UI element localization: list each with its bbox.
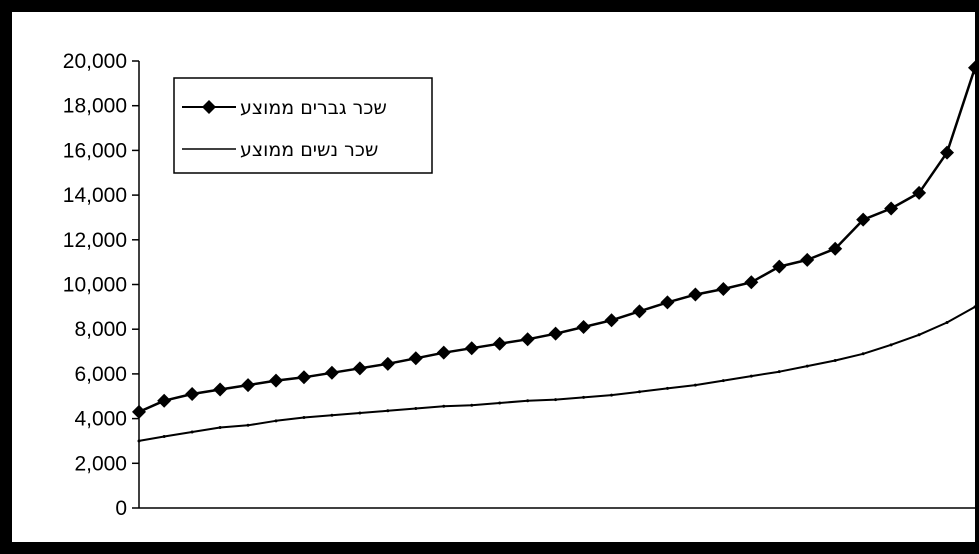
y-tick-label: 20,000 [63, 50, 127, 73]
data-point [470, 403, 474, 407]
y-tick-label: 18,000 [63, 95, 127, 118]
data-point [526, 399, 530, 403]
data-point [576, 319, 591, 334]
data-point [610, 393, 614, 397]
data-point [749, 374, 753, 378]
data-point [296, 370, 311, 385]
data-point [190, 430, 194, 434]
legend-label-women: שכר נשים ממוצע [240, 139, 378, 161]
y-tick-label: 8,000 [74, 318, 127, 341]
data-point [777, 370, 781, 374]
data-point [162, 434, 166, 438]
data-point [386, 409, 390, 413]
data-point [274, 419, 278, 423]
data-point [973, 305, 977, 309]
data-point [660, 295, 675, 310]
series-men [132, 60, 979, 419]
data-point [968, 60, 979, 75]
data-point [833, 358, 837, 362]
data-point [637, 390, 641, 394]
data-point [582, 395, 586, 399]
data-point [414, 407, 418, 411]
data-point [945, 320, 949, 324]
y-tick-label: 14,000 [63, 184, 127, 207]
y-axis: 0 2,000 4,000 6,000 8,000 10,000 12,000 14,000 1… [63, 50, 975, 520]
data-point [358, 411, 362, 415]
y-tick-label: 16,000 [63, 139, 127, 162]
data-point [218, 426, 222, 430]
y-tick-label: 12,000 [63, 229, 127, 252]
data-point [352, 361, 367, 376]
data-point [721, 379, 725, 383]
data-point [665, 386, 669, 390]
data-point [442, 404, 446, 408]
data-point [302, 415, 306, 419]
series-women [137, 305, 977, 443]
data-point [940, 145, 955, 160]
data-point [548, 326, 563, 341]
data-point [805, 364, 809, 368]
data-point [137, 439, 141, 443]
data-point [324, 365, 339, 380]
data-point [604, 313, 619, 328]
y-tick-label: 6,000 [74, 363, 127, 386]
data-point [554, 398, 558, 402]
data-point [912, 185, 927, 200]
legend-marker-men [202, 100, 216, 114]
data-point [889, 343, 893, 347]
data-point [408, 351, 423, 366]
data-point [157, 393, 172, 408]
data-point [688, 287, 703, 302]
y-tick-label: 0 [115, 497, 127, 520]
legend: שכר גברים ממוצע שכר נשים ממוצע [173, 77, 433, 174]
data-point [520, 332, 535, 347]
data-point [856, 212, 871, 227]
data-point [861, 352, 865, 356]
data-point [693, 383, 697, 387]
data-point [185, 387, 200, 402]
data-point [380, 356, 395, 371]
data-point [917, 333, 921, 337]
y-tick-label: 10,000 [63, 274, 127, 297]
data-point [246, 423, 250, 427]
data-point [132, 404, 146, 419]
data-point [330, 413, 334, 417]
data-point [241, 378, 256, 393]
y-tick-label: 4,000 [74, 408, 127, 431]
y-tick-label: 2,000 [74, 452, 127, 475]
data-point [716, 281, 731, 296]
data-point [800, 252, 815, 267]
series-line [138, 306, 976, 442]
data-point [492, 336, 507, 351]
data-point [828, 241, 843, 256]
legend-label-men: שכר גברים ממוצע [240, 97, 387, 119]
data-point [464, 341, 479, 356]
data-point [884, 201, 899, 216]
data-point [772, 259, 787, 274]
series-layer [132, 60, 979, 443]
data-point [269, 373, 284, 388]
data-point [498, 401, 502, 405]
data-point [436, 345, 451, 360]
data-point [213, 382, 228, 397]
data-point [744, 275, 759, 290]
data-point [632, 304, 647, 319]
legend-box [173, 77, 433, 174]
